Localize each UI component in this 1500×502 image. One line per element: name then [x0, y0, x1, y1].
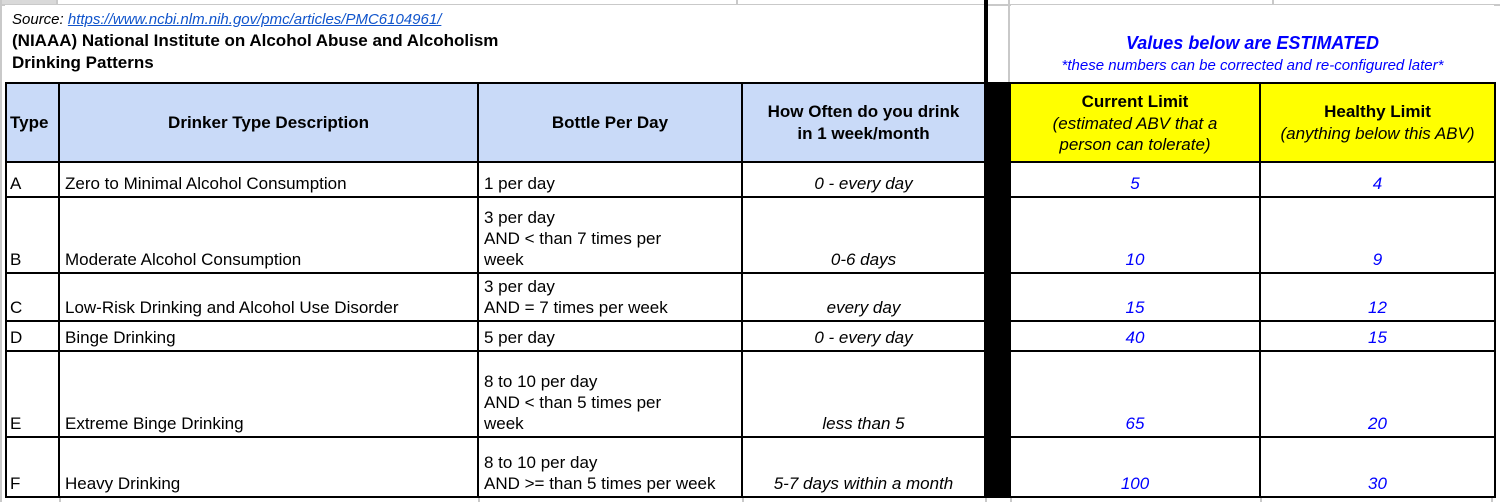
cell-bottles[interactable]: 8 to 10 per day AND < than 5 times per w… [479, 352, 743, 438]
sheet-gridline [1008, 0, 1010, 82]
sheet-gridline [736, 0, 738, 5]
black-separator-cell [986, 322, 1011, 352]
cell-type[interactable]: E [7, 352, 60, 438]
source-label: Source: [12, 11, 64, 28]
cell-healthy-limit[interactable]: 30 [1368, 474, 1387, 493]
estimated-note-title: Values below are ESTIMATED [1125, 33, 1380, 53]
black-separator-cell [986, 438, 1011, 496]
header-frequency[interactable]: How Often do you drink in 1 week/month [743, 84, 986, 163]
cell-description[interactable]: Extreme Binge Drinking [60, 352, 479, 438]
cell-current-limit[interactable]: 5 [1011, 163, 1261, 198]
sheet-gridline [1260, 497, 1262, 502]
current-limit-subtitle: (estimated ABV that a person can tolerat… [1052, 113, 1218, 154]
header-healthy-limit[interactable]: Healthy Limit (anything below this ABV) [1261, 84, 1494, 163]
cell-frequency[interactable]: 0 - every day [743, 322, 986, 352]
source-line: Source: https://www.ncbi.nlm.nih.gov/pmc… [12, 10, 984, 30]
cell-bottles[interactable]: 3 per day AND = 7 times per week [479, 274, 743, 322]
cell-healthy-limit[interactable]: 12 [1261, 274, 1494, 322]
cell-frequency[interactable]: 0 - every day [743, 163, 986, 198]
black-separator-cell [986, 274, 1011, 322]
source-link[interactable]: https://www.ncbi.nlm.nih.gov/pmc/article… [67, 11, 442, 28]
black-separator-cell [986, 198, 1011, 274]
cell-frequency[interactable]: less than 5 [743, 352, 986, 438]
cell-bottles[interactable]: 1 per day [479, 163, 743, 198]
sheet-title-line1: (NIAAA) National Institute on Alcohol Ab… [12, 31, 499, 50]
header-current-limit[interactable]: Current Limit (estimated ABV that a pers… [1011, 84, 1261, 163]
cell-description[interactable]: Moderate Alcohol Consumption [60, 198, 479, 274]
cell-current-limit[interactable]: 100 [1011, 438, 1261, 496]
black-separator-cell [986, 163, 1011, 198]
drinking-patterns-table: Type Drinker Type Description Bottle Per… [5, 82, 1496, 498]
cell-type[interactable]: F [7, 438, 60, 496]
sheet-title-line2: Drinking Patterns [12, 53, 154, 72]
cell-bottles[interactable]: 3 per day AND < than 7 times per week [479, 198, 743, 274]
cell-bottles[interactable]: 5 per day [479, 322, 743, 352]
separator-column-border [984, 0, 988, 84]
sheet-gridline [742, 497, 744, 502]
estimated-note-cell[interactable]: Values below are ESTIMATED *these number… [1011, 5, 1494, 82]
top-partial-cell [0, 0, 57, 5]
sheet-gridline [1491, 497, 1493, 502]
sheet-gridline [1010, 497, 1012, 502]
cell-healthy-limit[interactable]: 20 [1261, 352, 1494, 438]
cell-current-limit[interactable]: 15 [1011, 274, 1261, 322]
cell-healthy-limit[interactable]: 15 [1261, 322, 1494, 352]
current-limit-title: Current Limit [1081, 91, 1189, 111]
sheet-gridline [56, 0, 58, 5]
cell-type[interactable]: D [7, 322, 60, 352]
black-separator-cell [986, 352, 1011, 438]
header-type[interactable]: Type [7, 84, 60, 163]
header-bottles-per-day[interactable]: Bottle Per Day [479, 84, 743, 163]
cell-description[interactable]: Heavy Drinking [60, 438, 479, 496]
cell-bottles[interactable]: 8 to 10 per day AND >= than 5 times per … [479, 438, 743, 496]
cell-type[interactable]: B [7, 198, 60, 274]
cell-current-limit[interactable]: 65 [1011, 352, 1261, 438]
sheet-gridline [985, 497, 987, 502]
sheet-gridline [59, 497, 61, 502]
cell-healthy-limit[interactable]: 9 [1261, 198, 1494, 274]
title-cell[interactable]: Source: https://www.ncbi.nlm.nih.gov/pmc… [5, 5, 984, 82]
cell-description[interactable]: Low-Risk Drinking and Alcohol Use Disord… [60, 274, 479, 322]
header-description[interactable]: Drinker Type Description [60, 84, 479, 163]
sheet-gridline [1272, 0, 1274, 5]
cell-frequency[interactable]: 5-7 days within a month [743, 438, 986, 496]
cell-frequency[interactable]: every day [743, 274, 986, 322]
black-separator-cell [986, 84, 1011, 163]
cell-description[interactable]: Zero to Minimal Alcohol Consumption [60, 163, 479, 198]
cell-type[interactable]: A [7, 163, 60, 198]
estimated-note-subtitle: *these numbers can be corrected and re-c… [1061, 57, 1444, 74]
healthy-limit-subtitle: (anything below this ABV) [1280, 124, 1475, 143]
cell-type[interactable]: C [7, 274, 60, 322]
cell-frequency[interactable]: 0-6 days [743, 198, 986, 274]
cell-description[interactable]: Binge Drinking [60, 322, 479, 352]
cell-healthy-limit[interactable]: 4 [1261, 163, 1494, 198]
healthy-limit-title: Healthy Limit [1324, 102, 1431, 121]
sheet-gridline [478, 497, 480, 502]
cell-current-limit[interactable]: 40 [1011, 322, 1261, 352]
sheet-gridline [0, 0, 2, 502]
cell-current-limit[interactable]: 10 [1011, 198, 1261, 274]
